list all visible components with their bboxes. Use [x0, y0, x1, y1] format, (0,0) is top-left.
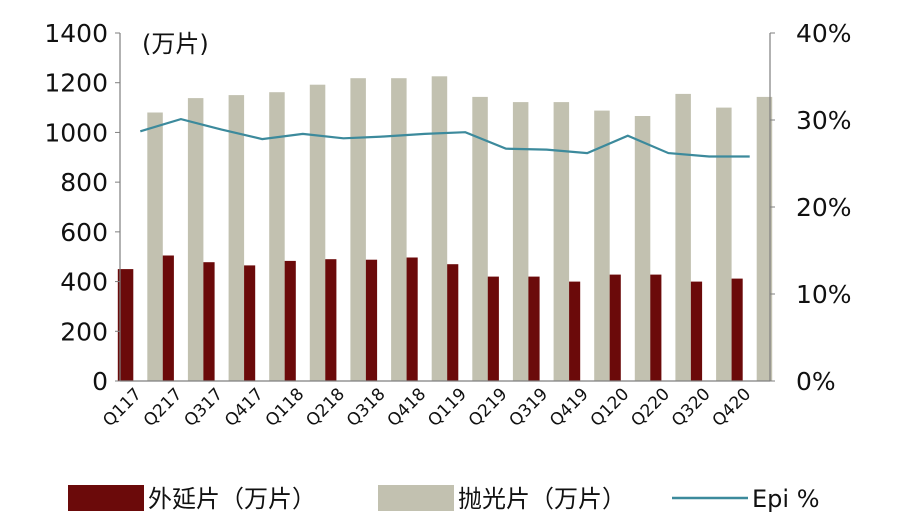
x-tick-label-q318: Q318 [343, 384, 390, 431]
legend-label: 外延片（万片） [148, 485, 316, 513]
x-tick-label-q220: Q220 [627, 384, 674, 431]
legend-item-2: Epi % [672, 485, 820, 513]
polished-bar-q317 [228, 95, 245, 381]
x-tick-label-q320: Q320 [668, 384, 715, 431]
unit-label: (万片) [142, 30, 209, 58]
x-tick-label-q217: Q217 [140, 384, 187, 431]
epi-bar-q117 [117, 269, 134, 381]
left-tick-label: 1400 [44, 19, 108, 48]
left-tick-label: 800 [60, 168, 108, 197]
x-tick-label-q419: Q419 [546, 384, 593, 431]
legend-label: 抛光片（万片） [458, 485, 626, 513]
x-tick-label-q420: Q420 [709, 384, 756, 431]
polished-bar-q417 [269, 92, 285, 381]
polished-bar-q318 [391, 78, 407, 381]
x-tick-label-q219: Q219 [465, 384, 512, 431]
x-tick-label-q120: Q120 [587, 384, 634, 431]
left-tick-label: 0 [92, 367, 108, 396]
x-tick-label-q118: Q118 [262, 384, 309, 431]
legend-swatch [378, 485, 454, 511]
right-tick-label: 40% [796, 19, 852, 48]
left-tick-label: 1200 [44, 69, 108, 98]
right-tick-label: 0% [796, 367, 836, 396]
left-tick-label: 600 [60, 218, 108, 247]
polished-bar-q418 [431, 76, 448, 382]
legend-item-0: 外延片（万片） [68, 485, 316, 513]
polished-bar-q319 [553, 102, 570, 381]
polished-bar-q220 [675, 93, 691, 382]
polished-bar-q419 [594, 110, 610, 381]
right-tick-label: 20% [796, 193, 852, 222]
polished-bar-q420 [756, 96, 773, 382]
x-tick-label-q119: Q119 [424, 384, 471, 431]
polished-bar-q218 [350, 78, 366, 381]
bar-layer [117, 76, 773, 382]
epi-line-layer [139, 117, 750, 158]
x-tick-label-q317: Q317 [181, 384, 228, 431]
legend: 外延片（万片） 抛光片（万片） Epi % [68, 485, 820, 513]
left-tick-label: 400 [60, 268, 108, 297]
x-tick-label-q418: Q418 [384, 384, 431, 431]
right-tick-label: 10% [796, 280, 852, 309]
x-tick-label-q218: Q218 [302, 384, 349, 431]
legend-item-1: 抛光片（万片） [378, 485, 626, 513]
x-tick-label-q417: Q417 [221, 384, 268, 431]
legend-swatch [68, 485, 144, 511]
polished-bar-q219 [512, 102, 529, 381]
polished-bar-q217 [187, 98, 204, 381]
legend-label: Epi % [752, 485, 820, 513]
polished-bar-q120 [634, 116, 651, 381]
polished-bar-q118 [309, 84, 326, 381]
polished-bar-q320 [716, 107, 732, 381]
left-tick-label: 1000 [44, 118, 108, 147]
x-tick-label-q319: Q319 [506, 384, 553, 431]
polished-bar-q119 [472, 96, 488, 382]
epi-percent-line [139, 117, 750, 158]
polished-bar-q117 [147, 112, 163, 381]
right-tick-label: 30% [796, 106, 852, 135]
left-tick-label: 200 [60, 317, 108, 346]
